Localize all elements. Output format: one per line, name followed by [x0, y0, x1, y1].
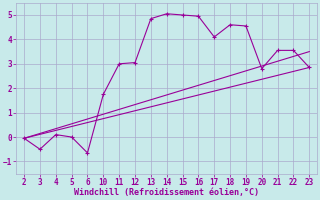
X-axis label: Windchill (Refroidissement éolien,°C): Windchill (Refroidissement éolien,°C)	[74, 188, 259, 197]
